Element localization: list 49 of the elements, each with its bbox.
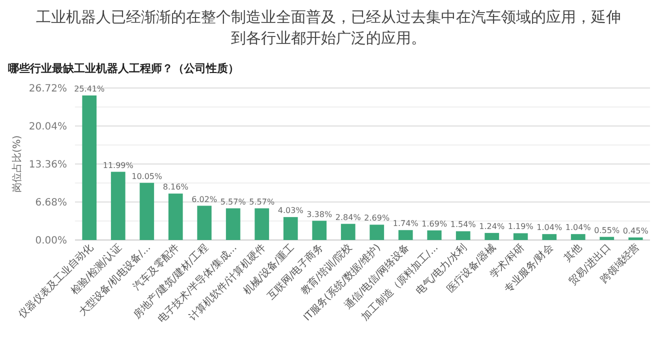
data-label: 1.24% bbox=[479, 222, 505, 231]
data-label: 2.84% bbox=[335, 212, 362, 222]
data-label: 5.57% bbox=[220, 197, 246, 206]
data-label: 1.04% bbox=[565, 223, 592, 232]
bar bbox=[398, 230, 413, 240]
bar bbox=[340, 224, 356, 240]
data-label: 25.41% bbox=[74, 84, 106, 94]
bar bbox=[226, 208, 240, 240]
bar bbox=[370, 224, 384, 240]
data-label: 0.45% bbox=[622, 226, 649, 236]
bar bbox=[197, 206, 212, 240]
chart-title: 工业机器人已经渐渐的在整个制造业全面普及，已经从过去集中在汽车领域的应用，延伸到各行业都开始广泛的应用。 bbox=[36, 8, 621, 47]
bar bbox=[140, 182, 154, 240]
data-label: 8.16% bbox=[162, 182, 189, 192]
bar bbox=[168, 194, 183, 240]
x-tick-label: 其他 bbox=[562, 242, 584, 264]
data-label: 0.55% bbox=[594, 226, 620, 235]
data-label: 6.02% bbox=[192, 194, 218, 204]
bar bbox=[427, 230, 442, 240]
data-label: 3.38% bbox=[306, 210, 332, 219]
data-label: 1.54% bbox=[450, 220, 476, 230]
bar bbox=[283, 217, 298, 240]
bar bbox=[513, 233, 528, 240]
y-tick-label: 13.36% bbox=[28, 160, 67, 170]
data-label: 1.69% bbox=[422, 219, 448, 228]
chart-subtitle: 哪些行业最缺工业机器人工程师？（公司性质） bbox=[8, 62, 239, 75]
data-label: 10.05% bbox=[132, 172, 163, 181]
data-label: 2.69% bbox=[364, 214, 390, 223]
bar bbox=[82, 95, 97, 240]
bar bbox=[456, 231, 470, 240]
bar bbox=[484, 232, 500, 240]
y-tick-label: 6.68% bbox=[35, 198, 67, 208]
y-tick-label: 0.00% bbox=[35, 236, 67, 246]
y-tick-label: 26.72% bbox=[28, 84, 67, 94]
data-label: 1.74% bbox=[392, 219, 419, 228]
bar bbox=[628, 237, 643, 240]
bar bbox=[254, 208, 270, 240]
bar bbox=[600, 236, 614, 240]
bar bbox=[570, 234, 586, 240]
bar bbox=[312, 220, 327, 240]
data-label: 1.04% bbox=[536, 223, 562, 232]
y-axis-title: 岗位占比(%) bbox=[11, 135, 23, 193]
data-label: 1.19% bbox=[508, 222, 534, 232]
data-label: 5.57% bbox=[249, 197, 275, 206]
data-label: 4.03% bbox=[278, 206, 304, 216]
data-label: 11.99% bbox=[102, 160, 134, 170]
bar bbox=[542, 234, 557, 240]
y-tick-label: 20.04% bbox=[28, 122, 67, 132]
bar bbox=[110, 172, 126, 240]
